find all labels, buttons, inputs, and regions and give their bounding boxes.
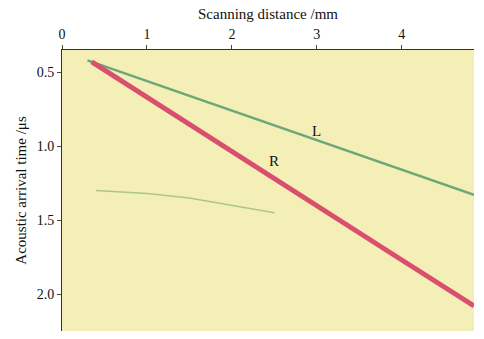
svg-text:4: 4 <box>398 27 405 42</box>
svg-text:Scanning distance /mm: Scanning distance /mm <box>198 6 338 22</box>
svg-text:1.0: 1.0 <box>37 139 55 154</box>
svg-text:R: R <box>269 153 279 169</box>
svg-text:1.5: 1.5 <box>37 213 55 228</box>
svg-text:Acoustic arrival time /μs: Acoustic arrival time /μs <box>13 116 29 265</box>
svg-text:3: 3 <box>313 27 320 42</box>
svg-text:0: 0 <box>59 27 66 42</box>
svg-text:1: 1 <box>143 27 150 42</box>
svg-text:2.0: 2.0 <box>37 287 55 302</box>
svg-text:2: 2 <box>228 27 235 42</box>
svg-text:0.5: 0.5 <box>37 65 55 80</box>
svg-text:L: L <box>312 123 321 139</box>
